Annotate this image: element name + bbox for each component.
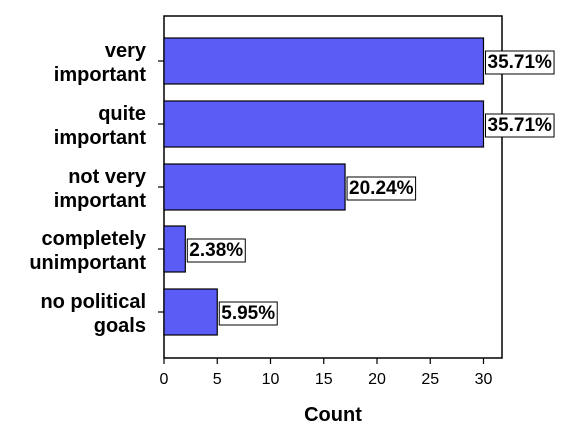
x-tick-label: 10	[262, 371, 280, 388]
data-label: 5.95%	[218, 301, 278, 326]
x-tick-label: 20	[368, 371, 386, 388]
category-label: unimportant	[29, 252, 146, 274]
data-label-text: 5.95%	[221, 303, 275, 324]
x-tick-label: 15	[315, 371, 333, 388]
data-label: 35.71%	[485, 113, 555, 138]
data-label-box	[346, 176, 417, 201]
bar	[163, 37, 485, 85]
data-label-text: 2.38%	[189, 240, 243, 261]
data-label: 20.24%	[346, 176, 417, 201]
x-axis-title: Count	[304, 404, 362, 426]
data-label: 35.71%	[485, 50, 555, 75]
category-label: very	[105, 40, 147, 62]
data-label: 2.38%	[186, 238, 246, 263]
data-label-text: 35.71%	[488, 52, 553, 73]
data-label-text: 35.71%	[488, 115, 553, 136]
x-tick-label: 25	[421, 371, 439, 388]
category-label: no political	[40, 291, 146, 313]
x-tick-label: 30	[475, 371, 493, 388]
bar	[163, 288, 218, 336]
data-label-text: 20.24%	[349, 178, 414, 199]
category-label: quite	[98, 103, 146, 125]
data-label-box	[186, 238, 246, 263]
category-label: important	[54, 64, 147, 86]
bar	[163, 163, 346, 211]
data-label-box	[485, 113, 555, 138]
x-tick-label: 5	[213, 371, 222, 388]
category-label: not very	[68, 166, 147, 188]
data-label-box	[218, 301, 278, 326]
x-axis-ticks: 0 5 10 15 20 25 30	[160, 358, 493, 388]
category-label: completely	[42, 228, 147, 250]
bar	[163, 100, 485, 148]
bar	[163, 225, 186, 273]
category-label: important	[54, 127, 147, 149]
data-label-box	[485, 50, 555, 75]
category-label: goals	[94, 315, 146, 337]
x-tick-label: 0	[160, 371, 169, 388]
category-label: important	[54, 190, 147, 212]
bars-group: 35.71% 35.71% 20.24% 2.38% 5.95%	[163, 37, 555, 336]
